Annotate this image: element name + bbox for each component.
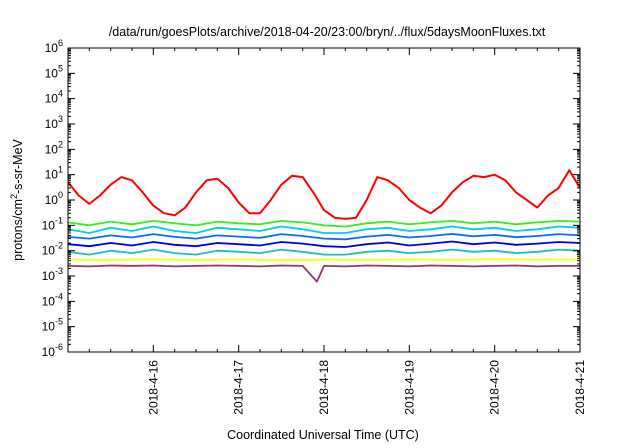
series-line-5 bbox=[67, 248, 581, 256]
y-tick-label: 102 bbox=[45, 139, 63, 156]
x-tick-label: 2018-4-16 bbox=[146, 360, 160, 415]
y-tick-label: 101 bbox=[45, 165, 63, 182]
plot-area bbox=[67, 169, 581, 283]
y-tick-label: 10-1 bbox=[42, 215, 63, 232]
y-axis-label: protons/cm2-s-sr-MeV bbox=[9, 138, 25, 260]
y-tick-label: 106 bbox=[45, 38, 63, 55]
x-axis-label: Coordinated Universal Time (UTC) bbox=[227, 428, 419, 442]
x-tick-label: 2018-4-18 bbox=[317, 360, 331, 415]
x-tick-label: 2018-4-20 bbox=[488, 360, 502, 415]
series-line-4 bbox=[67, 240, 581, 248]
series-line-7 bbox=[67, 264, 580, 283]
y-tick-label: 10-6 bbox=[42, 342, 63, 359]
y-tick-label: 10-5 bbox=[42, 317, 63, 334]
series-line-3 bbox=[67, 232, 581, 241]
series-line-1 bbox=[67, 219, 581, 228]
y-tick-label: 100 bbox=[45, 190, 63, 207]
y-axis-label-base: protons/cm bbox=[11, 199, 25, 261]
y-tick-label: 10-4 bbox=[42, 291, 63, 308]
y-tick-label: 10-2 bbox=[42, 241, 63, 258]
x-tick-label: 2018-4-21 bbox=[573, 360, 587, 415]
plot-frame bbox=[67, 47, 581, 353]
x-tick-label: 2018-4-17 bbox=[232, 360, 246, 415]
series-line-6 bbox=[67, 258, 581, 262]
series-line-2 bbox=[67, 225, 581, 234]
chart-title: /data/run/goesPlots/archive/2018-04-20/2… bbox=[109, 25, 546, 39]
x-tick-label: 2018-4-19 bbox=[402, 360, 416, 415]
y-tick-label: 105 bbox=[45, 63, 63, 80]
y-tick-label: 10-3 bbox=[42, 266, 63, 283]
y-tick-label: 104 bbox=[45, 89, 63, 106]
y-tick-label: 103 bbox=[45, 114, 63, 131]
y-axis-label-sup: 2 bbox=[9, 194, 19, 199]
y-axis-label-rest: -s-sr-MeV bbox=[11, 138, 25, 194]
series-line-0 bbox=[67, 169, 581, 220]
